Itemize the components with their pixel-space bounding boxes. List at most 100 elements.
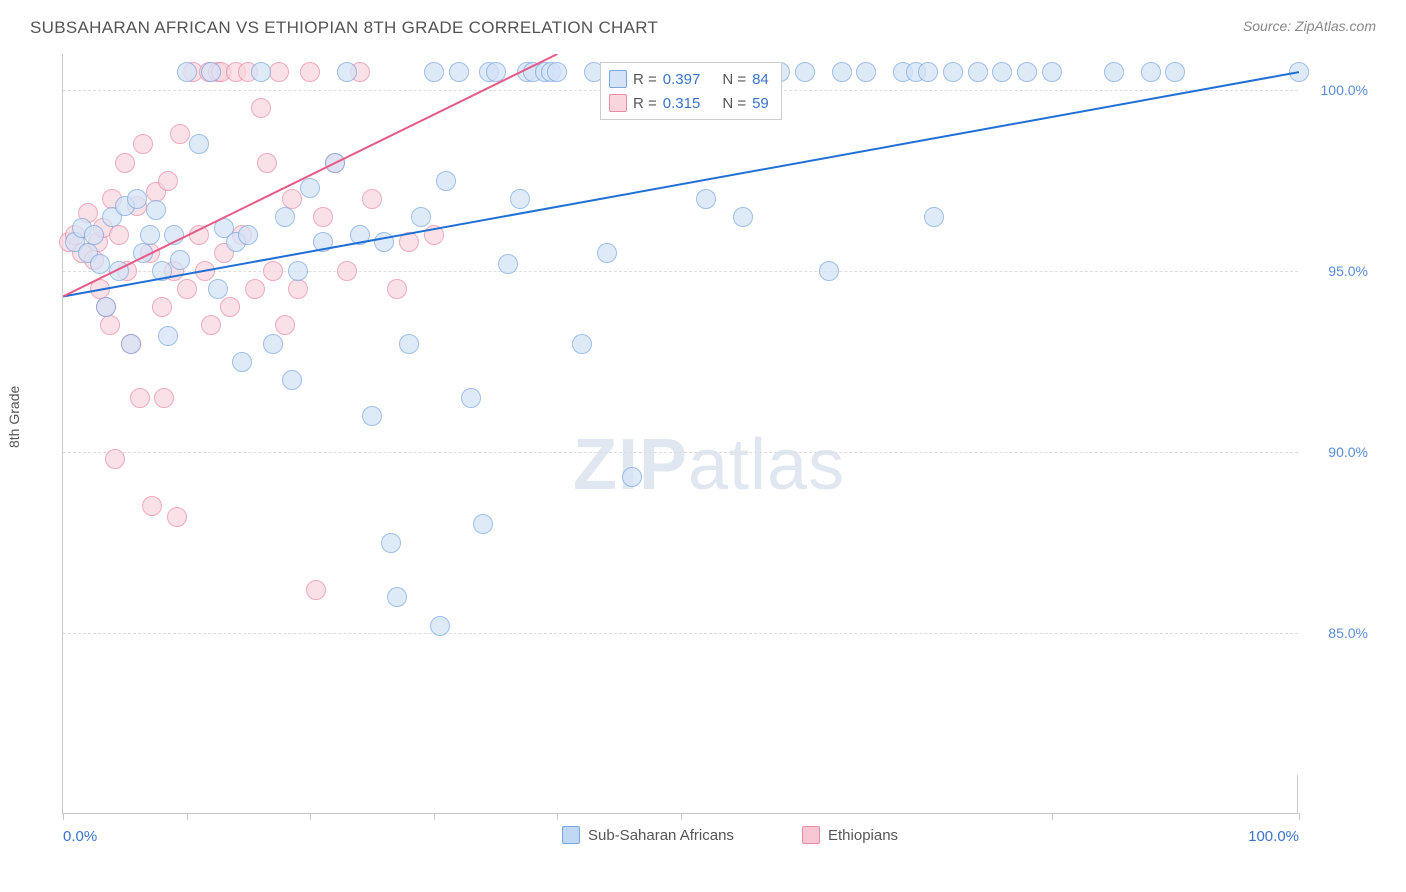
chart-header: SUBSAHARAN AFRICAN VS ETHIOPIAN 8TH GRAD… [30, 18, 1376, 38]
data-point [90, 279, 110, 299]
data-point [133, 134, 153, 154]
data-point [992, 62, 1012, 82]
legend-row-series-a: R = 0.397 N = 84 [609, 67, 769, 91]
data-point [918, 62, 938, 82]
data-point [399, 334, 419, 354]
data-point [164, 225, 184, 245]
y-tick-label: 85.0% [1308, 625, 1368, 641]
data-point [498, 254, 518, 274]
data-point [109, 261, 129, 281]
data-point [220, 297, 240, 317]
gridline [63, 452, 1298, 453]
gridline [63, 271, 1298, 272]
data-point [795, 62, 815, 82]
x-tick [681, 813, 682, 820]
data-point [133, 243, 153, 263]
data-point [362, 189, 382, 209]
data-point [140, 225, 160, 245]
data-point [381, 533, 401, 553]
data-point [832, 62, 852, 82]
data-point [177, 279, 197, 299]
data-point [282, 189, 302, 209]
data-point [232, 352, 252, 372]
data-point [167, 507, 187, 527]
data-point [84, 225, 104, 245]
data-point [142, 496, 162, 516]
data-point [269, 62, 289, 82]
data-point [306, 580, 326, 600]
data-point [819, 261, 839, 281]
x-tick [63, 813, 64, 820]
data-point [288, 261, 308, 281]
data-point [1042, 62, 1062, 82]
legend-row-series-b: R = 0.315 N = 59 [609, 91, 769, 115]
chart-title: SUBSAHARAN AFRICAN VS ETHIOPIAN 8TH GRAD… [30, 18, 658, 38]
x-tick [310, 813, 311, 820]
data-point [424, 225, 444, 245]
data-point [170, 124, 190, 144]
series-legend-a: Sub-Saharan Africans [562, 826, 734, 844]
data-point [924, 207, 944, 227]
data-point [152, 297, 172, 317]
legend-swatch-b [609, 94, 627, 112]
data-point [100, 315, 120, 335]
data-point [189, 134, 209, 154]
data-point [158, 171, 178, 191]
x-tick-label: 100.0% [1248, 828, 1299, 845]
data-point [245, 279, 265, 299]
data-point [154, 388, 174, 408]
data-point [943, 62, 963, 82]
data-point [201, 315, 221, 335]
data-point [146, 200, 166, 220]
data-point [473, 514, 493, 534]
data-point [282, 370, 302, 390]
data-point [96, 297, 116, 317]
data-point [350, 225, 370, 245]
data-point [1289, 62, 1309, 82]
data-point [152, 261, 172, 281]
legend-swatch-a [609, 70, 627, 88]
data-point [733, 207, 753, 227]
data-point [313, 232, 333, 252]
data-point [572, 334, 592, 354]
data-point [263, 261, 283, 281]
data-point [968, 62, 988, 82]
correlation-legend: R = 0.397 N = 84 R = 0.315 N = 59 [600, 62, 782, 120]
data-point [115, 153, 135, 173]
data-point [288, 279, 308, 299]
data-point [597, 243, 617, 263]
scatter-plot: ZIPatlas 85.0%90.0%95.0%100.0%0.0%100.0% [62, 54, 1298, 814]
data-point [387, 279, 407, 299]
data-point [189, 225, 209, 245]
data-point [461, 388, 481, 408]
series-legend-b: Ethiopians [802, 826, 898, 844]
legend-label-a: Sub-Saharan Africans [588, 827, 734, 844]
y-tick-label: 90.0% [1308, 444, 1368, 460]
data-point [300, 178, 320, 198]
data-point [424, 62, 444, 82]
data-point [105, 449, 125, 469]
data-point [387, 587, 407, 607]
x-tick-label: 0.0% [63, 828, 97, 845]
x-tick [1299, 813, 1300, 820]
x-tick [1052, 813, 1053, 820]
data-point [275, 315, 295, 335]
right-axis-stub [1297, 775, 1298, 813]
gridline [63, 633, 1298, 634]
data-point [1165, 62, 1185, 82]
watermark: ZIPatlas [573, 424, 845, 506]
data-point [251, 62, 271, 82]
data-point [90, 254, 110, 274]
data-point [436, 171, 456, 191]
x-tick [187, 813, 188, 820]
trend-lines [63, 54, 1299, 814]
legend-color-a [562, 826, 580, 844]
data-point [313, 207, 333, 227]
data-point [127, 189, 147, 209]
data-point [337, 62, 357, 82]
data-point [856, 62, 876, 82]
legend-color-b [802, 826, 820, 844]
data-point [170, 250, 190, 270]
y-tick-label: 95.0% [1308, 263, 1368, 279]
data-point [696, 189, 716, 209]
